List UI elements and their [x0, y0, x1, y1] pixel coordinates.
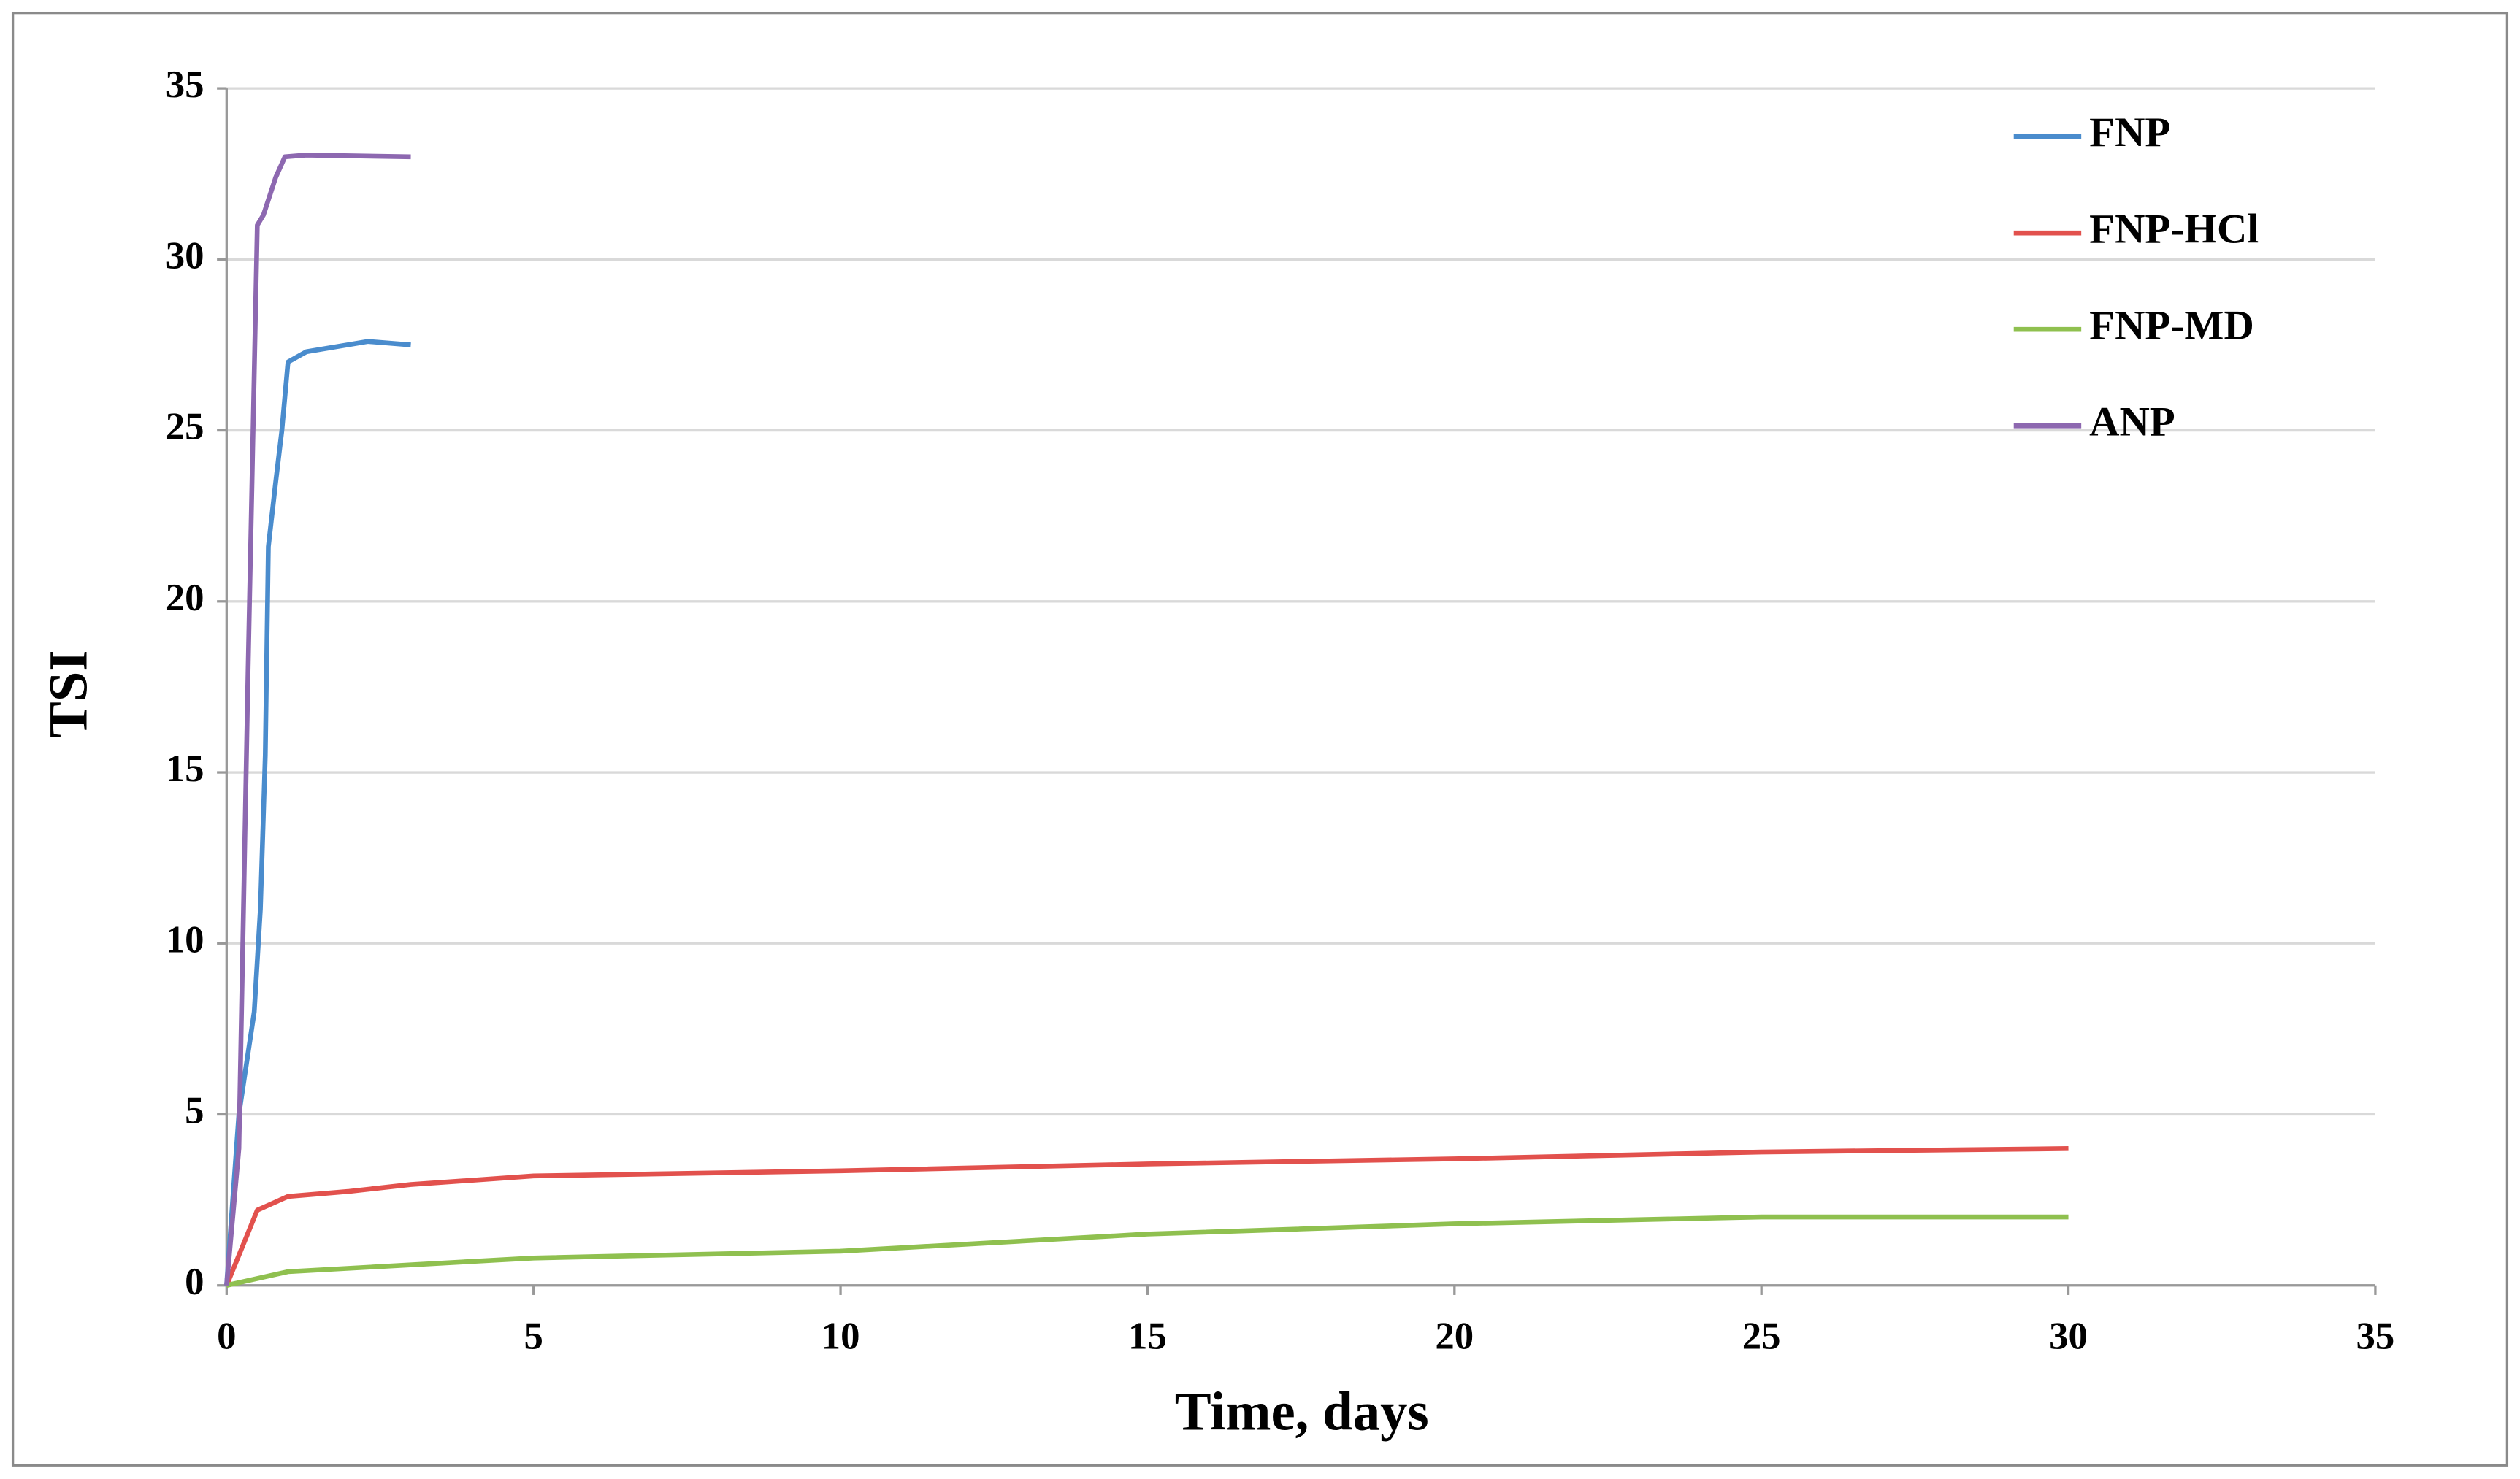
x-tick-label: 15	[1128, 1315, 1167, 1358]
y-tick-label: 30	[166, 234, 204, 277]
y-tick-label: 15	[166, 748, 204, 790]
chart-frame	[11, 11, 2509, 1467]
series-line	[224, 153, 411, 1286]
legend-label: FNP-HCl	[2089, 206, 2259, 252]
legend-label: FNP-MD	[2089, 302, 2254, 348]
x-tick-label: 35	[2356, 1315, 2395, 1358]
series-line	[224, 339, 411, 1286]
y-tick-label: 35	[166, 64, 204, 106]
x-tick-label: 20	[1435, 1315, 1474, 1358]
x-tick-label: 30	[2049, 1315, 2088, 1358]
series-line	[226, 1214, 2069, 1288]
y-tick-label: 25	[166, 406, 204, 448]
y-tick-label: 20	[166, 577, 204, 619]
y-tick-label: 10	[166, 918, 204, 961]
x-tick-label: 0	[217, 1315, 236, 1358]
y-axis-title: TSI	[38, 650, 99, 738]
x-tick-label: 25	[1742, 1315, 1781, 1358]
legend-label: FNP	[2089, 110, 2170, 155]
y-tick-label: 5	[185, 1090, 204, 1132]
x-axis-title: Time, days	[1175, 1381, 1429, 1442]
legend-label: ANP	[2089, 399, 2175, 445]
series-line	[224, 1146, 2069, 1287]
x-tick-label: 5	[524, 1315, 543, 1358]
y-tick-label: 0	[185, 1261, 204, 1303]
x-tick-label: 10	[822, 1315, 860, 1358]
